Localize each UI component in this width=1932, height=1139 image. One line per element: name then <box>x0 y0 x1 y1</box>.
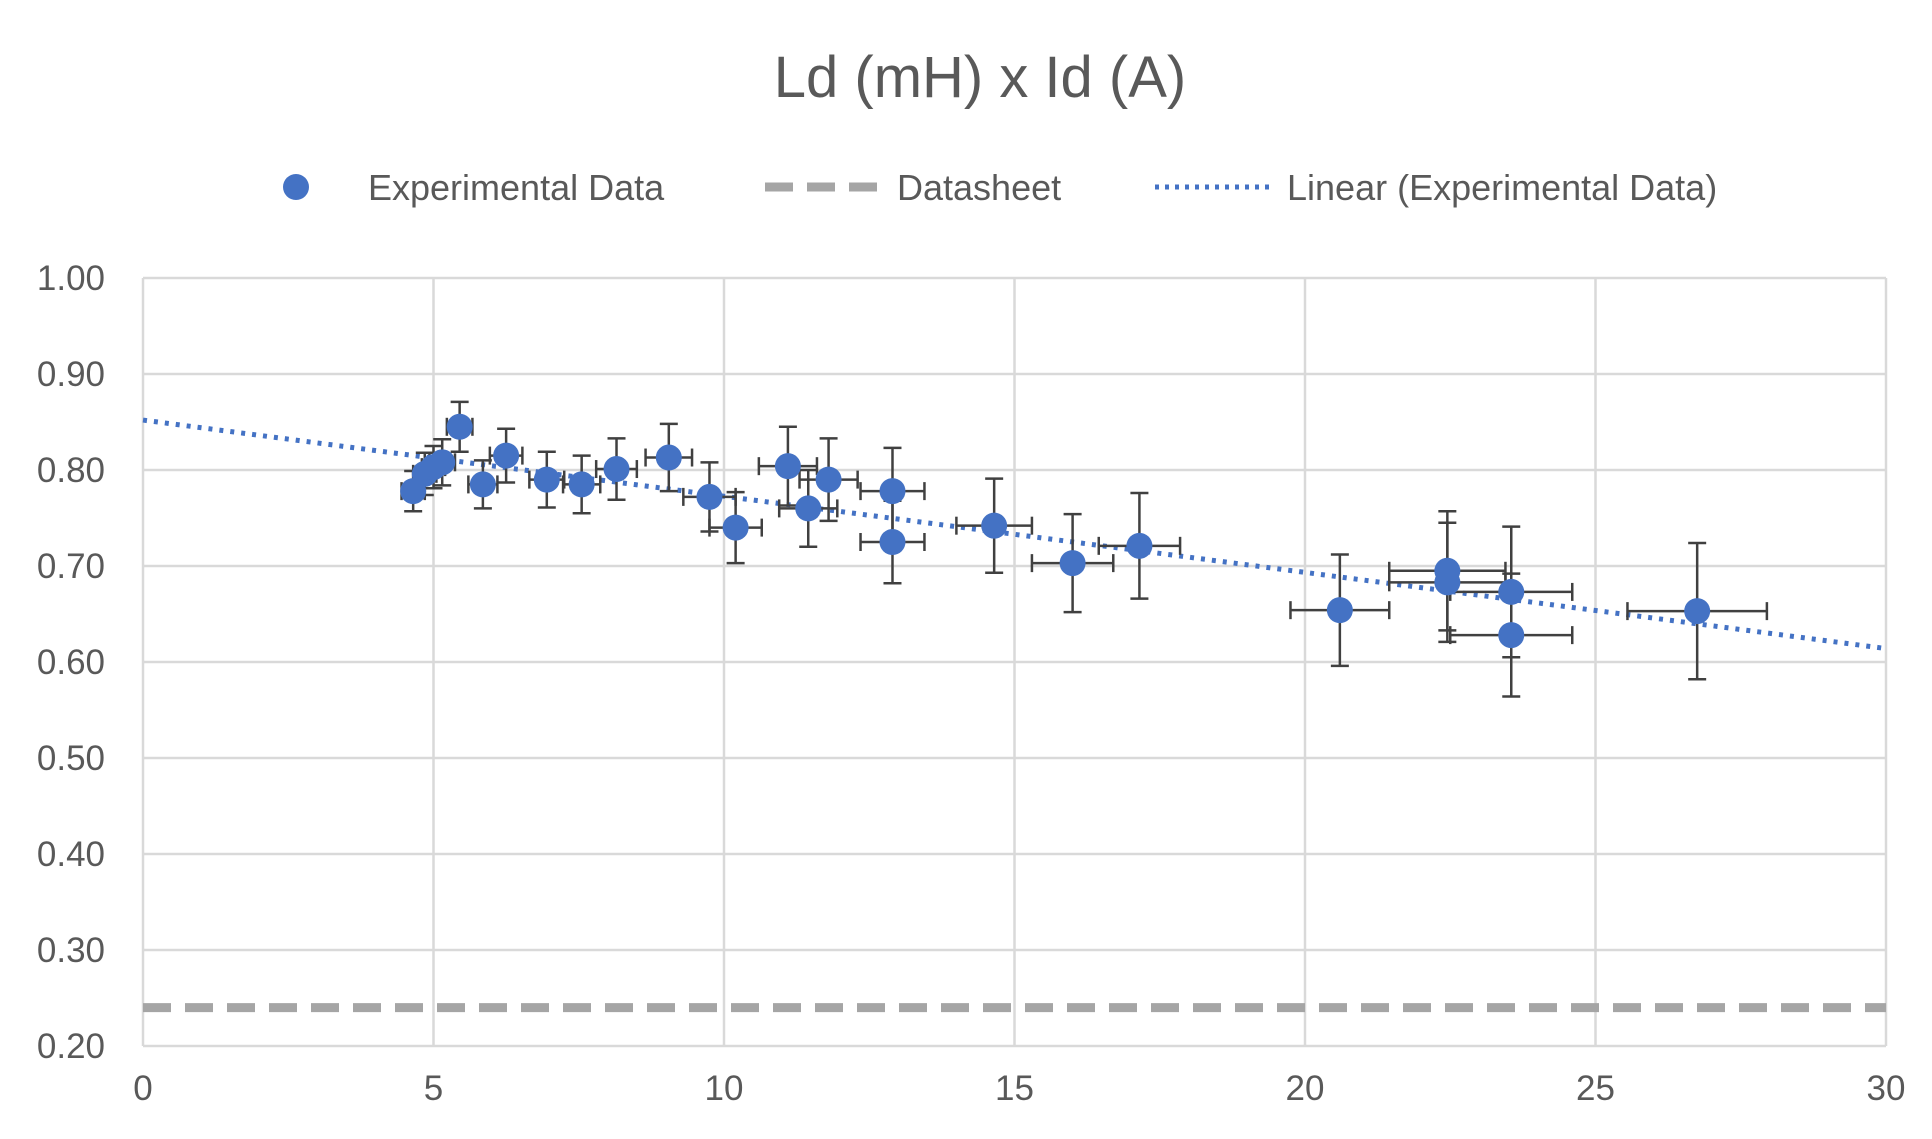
legend-marker-experimental <box>283 174 309 200</box>
y-tick-label: 0.90 <box>37 355 105 394</box>
data-point <box>568 471 595 498</box>
data-point <box>469 471 496 498</box>
y-tick-label: 1.00 <box>37 259 105 298</box>
data-point <box>1126 532 1153 559</box>
data-point <box>774 453 801 480</box>
gridlines <box>141 276 1888 1048</box>
data-point <box>1498 622 1525 649</box>
x-tick-label: 15 <box>995 1069 1034 1108</box>
data-point <box>1498 578 1525 605</box>
data-point <box>879 478 906 505</box>
data-point <box>446 413 473 440</box>
data-point <box>1684 598 1711 625</box>
x-tick-label: 0 <box>133 1069 152 1108</box>
x-axis-tick-labels: 0 5 10 15 20 25 30 <box>133 1069 1905 1108</box>
data-point <box>696 483 723 510</box>
data-point <box>722 514 749 541</box>
x-tick-label: 10 <box>705 1069 744 1108</box>
data-point <box>815 466 842 493</box>
y-tick-label: 0.20 <box>37 1027 105 1066</box>
data-point <box>1434 569 1461 596</box>
error-bars <box>400 400 1769 698</box>
data-point <box>533 466 560 493</box>
data-point <box>1059 550 1086 577</box>
x-tick-label: 25 <box>1576 1069 1615 1108</box>
experimental-data-series <box>400 413 1711 649</box>
legend-label-experimental: Experimental Data <box>368 167 665 208</box>
trendline <box>142 417 1887 652</box>
data-point <box>603 456 630 483</box>
x-tick-label: 20 <box>1286 1069 1325 1108</box>
y-tick-label: 0.40 <box>37 835 105 874</box>
legend: Experimental Data Datasheet Linear (Expe… <box>283 167 1717 208</box>
x-tick-label: 30 <box>1867 1069 1906 1108</box>
data-point <box>429 449 456 476</box>
data-point <box>795 495 822 522</box>
data-point <box>879 529 906 555</box>
data-point <box>493 442 520 469</box>
trendline-series <box>142 417 1887 652</box>
chart-title: Ld (mH) x Id (A) <box>774 45 1187 110</box>
x-tick-label: 5 <box>424 1069 443 1108</box>
data-point <box>655 444 682 471</box>
y-tick-label: 0.60 <box>37 643 105 682</box>
y-tick-label: 0.30 <box>37 931 105 970</box>
y-axis-tick-labels: 0.20 0.30 0.40 0.50 0.60 0.70 0.80 0.90 1.00 <box>37 259 105 1066</box>
data-point <box>981 512 1008 539</box>
legend-label-trendline: Linear (Experimental Data) <box>1287 167 1717 208</box>
data-point <box>1326 597 1353 624</box>
legend-label-datasheet: Datasheet <box>897 167 1061 208</box>
y-tick-label: 0.80 <box>37 451 105 490</box>
y-tick-label: 0.70 <box>37 547 105 586</box>
y-tick-label: 0.50 <box>37 739 105 778</box>
